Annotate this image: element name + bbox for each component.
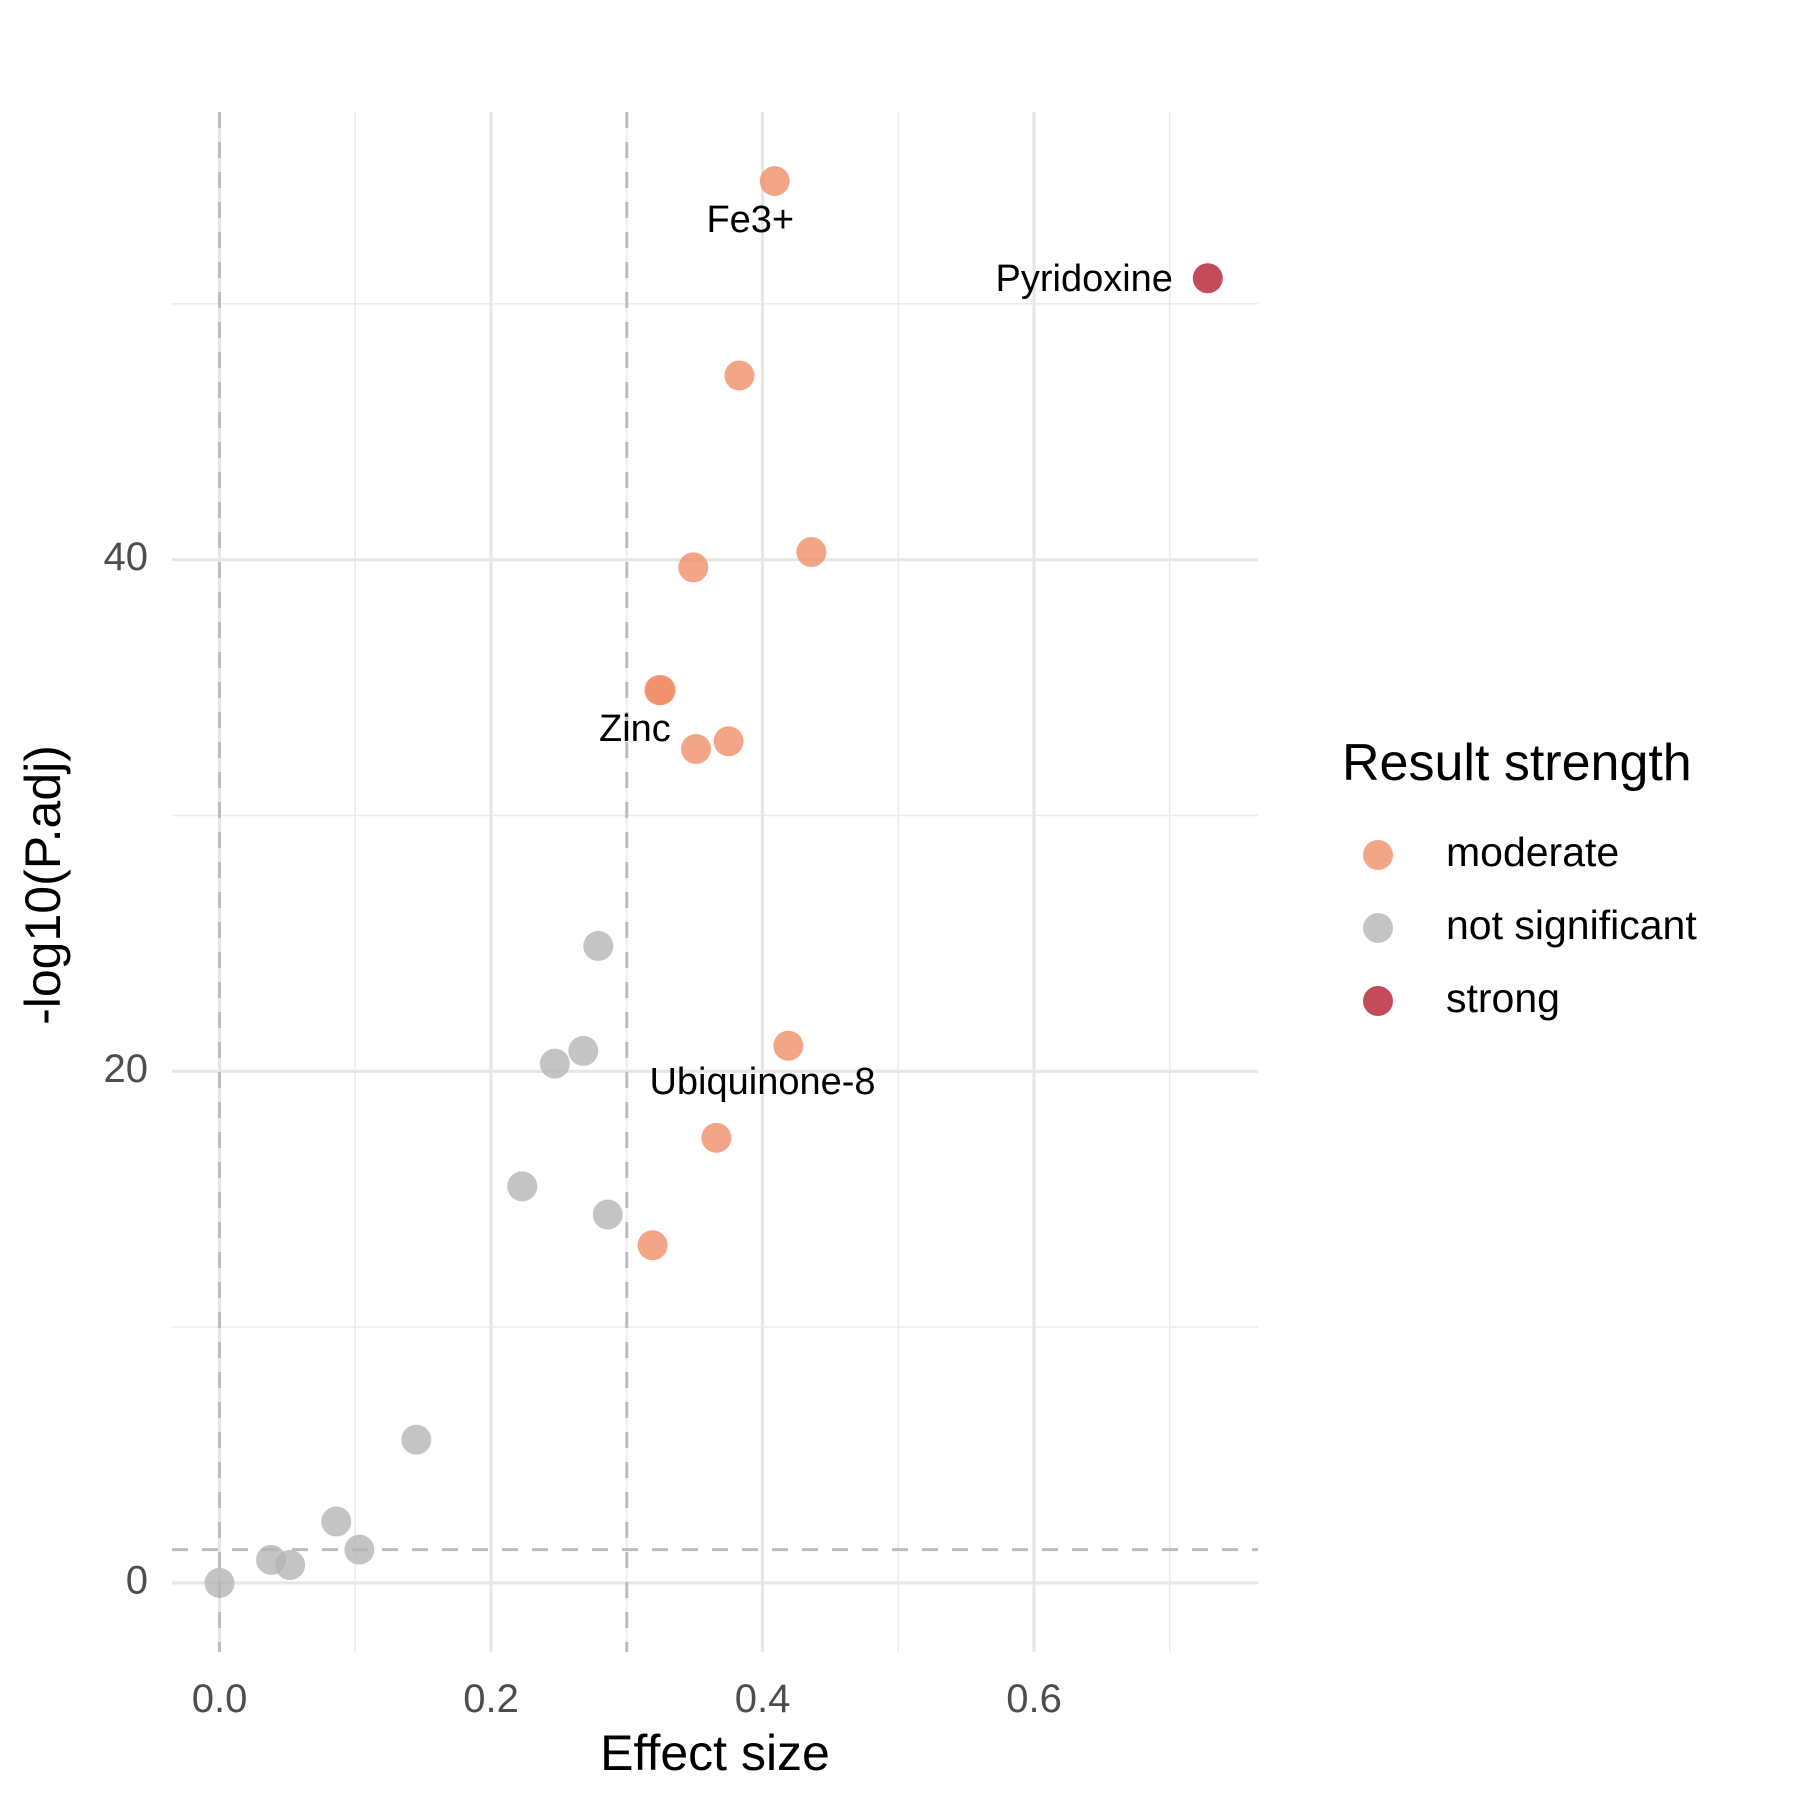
data-point [796, 537, 827, 567]
x-tick-label: 0.2 [463, 1677, 519, 1721]
grid [172, 112, 1258, 1652]
legend: Result strength moderate not significant s… [1342, 734, 1697, 1021]
point-label: Fe3+ [706, 199, 794, 241]
data-point [344, 1534, 375, 1565]
data-point [701, 1122, 732, 1153]
y-axis-title: -log10(P.adj) [15, 745, 71, 1025]
data-point [644, 675, 675, 706]
legend-key [1363, 840, 1393, 870]
data-point [539, 1048, 570, 1079]
x-axis-ticks: 0.0 0.2 0.4 0.6 [192, 1677, 1062, 1721]
data-point [759, 166, 790, 197]
data-point [713, 726, 744, 757]
x-tick-label: 0.6 [1006, 1677, 1062, 1721]
data-point [275, 1550, 306, 1581]
y-tick-label: 40 [104, 535, 149, 579]
x-tick-label: 0.0 [192, 1677, 248, 1721]
point-label: Ubiquinone-8 [649, 1061, 875, 1103]
data-point [401, 1424, 432, 1455]
legend-label: strong [1446, 975, 1560, 1021]
legend-key [1363, 986, 1393, 1016]
legend-label: moderate [1446, 829, 1619, 875]
y-tick-label: 0 [126, 1558, 148, 1602]
y-axis-ticks: 0 20 40 [104, 535, 149, 1602]
x-tick-label: 0.4 [735, 1677, 791, 1721]
data-points [204, 166, 1223, 1598]
point-label: Pyridoxine [996, 258, 1173, 300]
data-point [678, 552, 709, 583]
legend-label: not significant [1446, 902, 1697, 948]
data-point [568, 1035, 599, 1066]
data-point [680, 733, 711, 764]
data-point [592, 1199, 623, 1230]
point-labels: Fe3+ Pyridoxine Zinc Ubiquinone-8 [599, 199, 1173, 1103]
data-point [507, 1171, 538, 1202]
x-axis-title: Effect size [600, 1725, 830, 1781]
data-point [583, 930, 614, 961]
point-label: Zinc [599, 708, 671, 750]
reference-lines [172, 112, 1258, 1652]
legend-key [1363, 913, 1393, 943]
data-point [724, 360, 755, 391]
y-tick-label: 20 [104, 1047, 149, 1091]
legend-title: Result strength [1342, 734, 1692, 792]
legend-entries: moderate not significant strong [1363, 829, 1697, 1021]
data-point [637, 1230, 668, 1261]
data-point [773, 1030, 804, 1061]
data-point [321, 1506, 352, 1537]
data-point [204, 1567, 235, 1598]
data-point [1192, 263, 1223, 294]
